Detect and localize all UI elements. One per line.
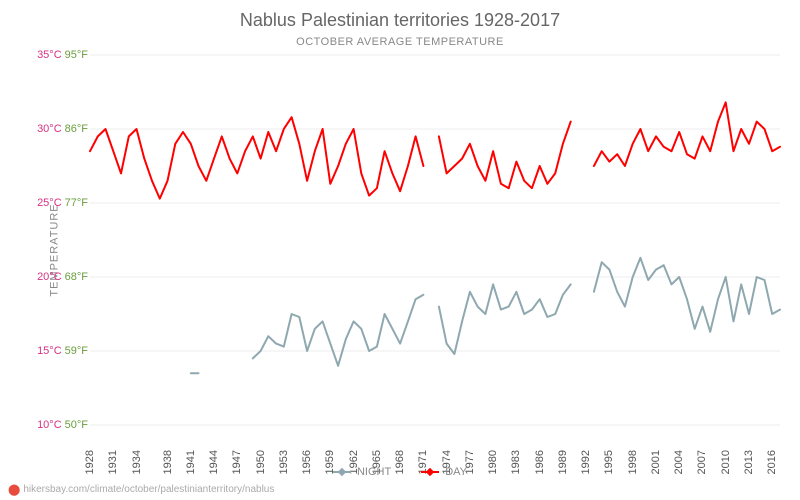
x-tick: 1941: [185, 450, 197, 474]
night-series-segment: [594, 258, 780, 332]
y-tick: 30°C86°F: [37, 123, 88, 135]
x-tick: 1989: [557, 450, 569, 474]
x-tick: 1995: [603, 450, 615, 474]
x-tick: 1956: [301, 450, 313, 474]
x-tick: 2001: [650, 450, 662, 474]
y-tick: 15°C59°F: [37, 345, 88, 357]
attribution-text: hikersbay.com/climate/october/palestinia…: [23, 484, 274, 495]
day-series-segment: [439, 122, 571, 189]
plot-area: [90, 55, 780, 425]
legend-day-marker: [421, 471, 439, 473]
temperature-chart: Nablus Palestinian territories 1928-2017…: [0, 0, 800, 500]
day-series-segment: [594, 102, 780, 166]
night-series-segment: [253, 295, 424, 366]
x-tick: 2010: [720, 450, 732, 474]
legend-day-label: DAY: [445, 466, 467, 478]
legend-day: DAY: [421, 466, 467, 478]
x-tick: 2007: [696, 450, 708, 474]
x-tick: 1944: [208, 450, 220, 474]
y-tick: 20°C68°F: [37, 271, 88, 283]
y-tick: 35°C95°F: [37, 49, 88, 61]
legend-night-marker: [333, 471, 351, 473]
y-tick: 25°C77°F: [37, 197, 88, 209]
x-tick: 1934: [131, 450, 143, 474]
x-tick: 2016: [766, 450, 778, 474]
attribution: ⬤ hikersbay.com/climate/october/palestin…: [8, 483, 274, 496]
pin-icon: ⬤: [8, 483, 20, 496]
chart-subtitle: OCTOBER AVERAGE TEMPERATURE: [296, 36, 504, 48]
x-tick: 1938: [162, 450, 174, 474]
x-tick: 2004: [673, 450, 685, 474]
legend-night-label: NIGHT: [357, 466, 391, 478]
x-tick: 2013: [743, 450, 755, 474]
legend: NIGHT DAY: [333, 466, 467, 478]
x-tick: 1992: [580, 450, 592, 474]
x-tick: 1983: [510, 450, 522, 474]
plot-svg: [90, 55, 780, 425]
x-tick: 1947: [231, 450, 243, 474]
chart-title: Nablus Palestinian territories 1928-2017: [240, 10, 560, 31]
x-tick: 1928: [84, 450, 96, 474]
legend-night: NIGHT: [333, 466, 391, 478]
x-tick: 1986: [534, 450, 546, 474]
x-tick: 1931: [107, 450, 119, 474]
x-tick: 1980: [487, 450, 499, 474]
night-series-segment: [439, 284, 571, 354]
y-tick: 10°C50°F: [37, 419, 88, 431]
x-tick: 1953: [278, 450, 290, 474]
x-tick: 1950: [255, 450, 267, 474]
x-tick: 1998: [627, 450, 639, 474]
